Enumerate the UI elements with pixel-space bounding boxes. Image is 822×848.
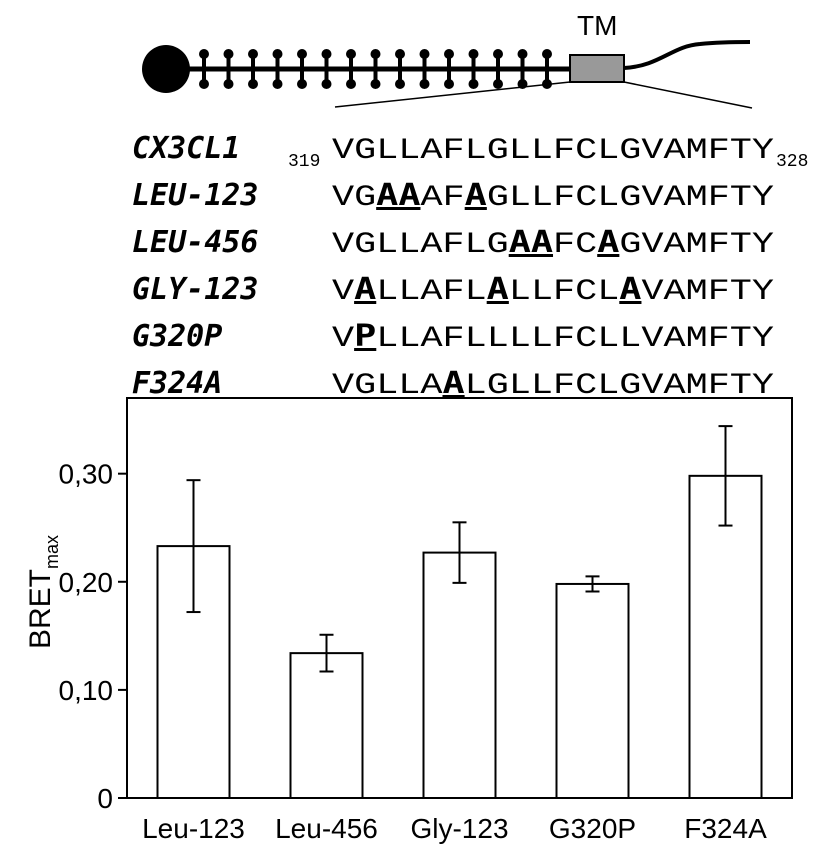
y-axis-label: BRETmax (24, 535, 62, 649)
sequence-segment: V (332, 322, 354, 356)
stalk-bead (248, 49, 258, 59)
sequence-segment: LLFCL (509, 275, 619, 309)
sequence-name: G320P (132, 319, 222, 354)
stalk-bead (199, 49, 209, 59)
bars (156, 425, 763, 800)
cytoplasmic-tail (623, 40, 751, 70)
sequence-name: CX3CL1 (132, 131, 240, 166)
stalk-bead (468, 79, 479, 89)
stalk-bead (444, 79, 454, 89)
mutated-residue: A (597, 225, 619, 260)
bar (555, 582, 630, 799)
stalk-bead (272, 79, 283, 89)
stalk-bead (419, 49, 430, 59)
stalk-bead (199, 79, 209, 89)
stalk-bead (395, 79, 405, 89)
bar (688, 474, 763, 799)
stalk-bead (272, 49, 283, 59)
stalk-bead (493, 49, 503, 59)
mutated-residue: P (354, 319, 376, 354)
sequence-segment: V (332, 275, 354, 309)
sequence-name: F324A (132, 366, 222, 401)
sequence-text: V P LLAFLLLLFCLLVAMFTY (332, 319, 774, 356)
y-tick-label: 0 (97, 783, 113, 814)
sequence-text: V A LLAFL A LLFCL A VAMFTY (332, 272, 774, 309)
y-tick-label: 0,20 (59, 567, 114, 598)
y-tick-label: 0,10 (59, 675, 114, 706)
tm-domain-box (569, 54, 625, 83)
y-axis-label-sub: max (42, 535, 62, 569)
stalk-bead (223, 79, 234, 89)
stalk-bead (444, 49, 454, 59)
sequence-segment: VAMFTY (641, 275, 774, 309)
sequence-end-number: 328 (776, 152, 808, 172)
bret-bar-chart: 0 0,10 0,20 0,30 Leu-123 Leu-456 Gly-123 G320P… (24, 397, 793, 844)
mucin-stalk-beads (199, 49, 552, 89)
mutated-residue: A (619, 272, 641, 307)
stalk-bead (297, 49, 307, 59)
sequence-segment: VGLLAFLG (332, 228, 509, 262)
tm-label: TM (577, 10, 617, 41)
sequence-name: LEU-123 (132, 178, 258, 213)
stalk-bead (419, 79, 430, 89)
sequence-segment: GLLFCLGVAMFTY (487, 181, 774, 215)
stalk-bead (468, 49, 479, 59)
x-tick-label: Leu-456 (275, 813, 378, 844)
stalk-bead (223, 49, 234, 59)
sequence-segment: VGLLAFLGLLFCLGVAMFTY (332, 134, 774, 168)
stalk-bead (493, 79, 503, 89)
bar (289, 652, 364, 799)
stalk-bead (248, 79, 258, 89)
y-axis: 0 0,10 0,20 0,30 (59, 459, 127, 814)
sequence-segment: LLAFLLLLFCLLVAMFTY (376, 322, 774, 356)
y-axis-label-main: BRET (24, 569, 57, 649)
sequence-segment: LLAFL (376, 275, 486, 309)
stalk-bead (395, 49, 405, 59)
stalk-bead (346, 49, 356, 59)
y-tick-label: 0,30 (59, 459, 114, 490)
stalk-bead (321, 49, 332, 59)
sequence-text: VGLLAFLG AA FC A GVAMFTY (332, 225, 774, 262)
stalk-bead (346, 79, 356, 89)
stalk-bead (517, 49, 528, 59)
sequence-segment: GVAMFTY (619, 228, 774, 262)
x-tick-label: G320P (549, 813, 636, 844)
mutated-residue: AA (376, 178, 420, 213)
mutated-residue: A (442, 366, 464, 401)
stalk-bead (297, 79, 307, 89)
x-tick-label: F324A (684, 813, 767, 844)
stalk-bead (370, 79, 381, 89)
sequence-name: GLY-123 (132, 272, 258, 307)
sequence-segment: VG (332, 181, 376, 215)
zoom-line-right (623, 81, 753, 109)
sequence-segment: AF (421, 181, 465, 215)
sequence-name: LEU-456 (132, 225, 258, 260)
stalk-bead (321, 79, 332, 89)
stalk-bead (370, 49, 381, 59)
sequence-start-number: 319 (288, 152, 320, 172)
stalk-bead (542, 49, 552, 59)
mutated-residue: A (465, 178, 487, 213)
zoom-line-left (334, 81, 571, 108)
protein-schematic: TM (142, 10, 753, 109)
sequence-segment: FC (553, 228, 597, 262)
x-tick-label: Leu-123 (142, 813, 245, 844)
x-tick-label: Gly-123 (410, 813, 508, 844)
x-axis-labels: Leu-123 Leu-456 Gly-123 G320P F324A (142, 813, 767, 844)
sequence-text: VGLLAFLGLLFCLGVAMFTY (332, 134, 774, 168)
mutated-residue: A (487, 272, 509, 307)
mutated-residue: AA (509, 225, 553, 260)
mutated-residue: A (354, 272, 376, 307)
bar (422, 551, 497, 800)
sequence-text: VG AA AF A GLLFCLGVAMFTY (332, 178, 774, 215)
